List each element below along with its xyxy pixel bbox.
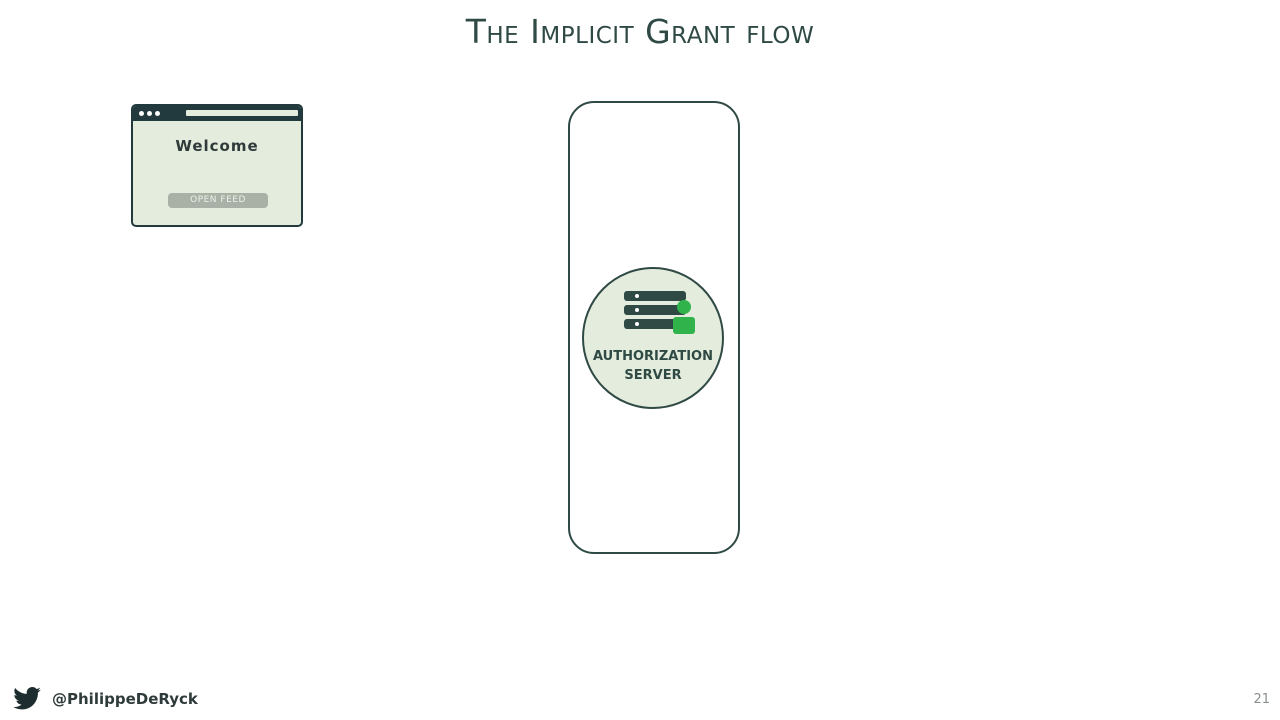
- slide-title: The Implicit Grant flow: [465, 12, 815, 51]
- twitter-icon: [13, 687, 41, 710]
- browser-window: Welcome OPEN FEED: [131, 104, 303, 227]
- window-dot-icon: [139, 111, 144, 116]
- browser-welcome-heading: Welcome: [175, 137, 259, 155]
- server-user-icon: [624, 291, 695, 334]
- authorization-server-badge: AUTHORIZATION SERVER: [582, 267, 724, 409]
- server-label-line1: AUTHORIZATION: [593, 349, 713, 364]
- browser-title-bar: [133, 106, 301, 121]
- open-feed-button: OPEN FEED: [168, 193, 268, 208]
- address-bar: [186, 110, 298, 116]
- page-number: 21: [1253, 692, 1270, 707]
- window-dot-icon: [147, 111, 152, 116]
- window-dot-icon: [155, 111, 160, 116]
- server-label-line2: SERVER: [624, 368, 682, 383]
- authorization-server-label: AUTHORIZATION SERVER: [584, 347, 722, 385]
- twitter-handle: @PhilippeDeRyck: [52, 690, 198, 708]
